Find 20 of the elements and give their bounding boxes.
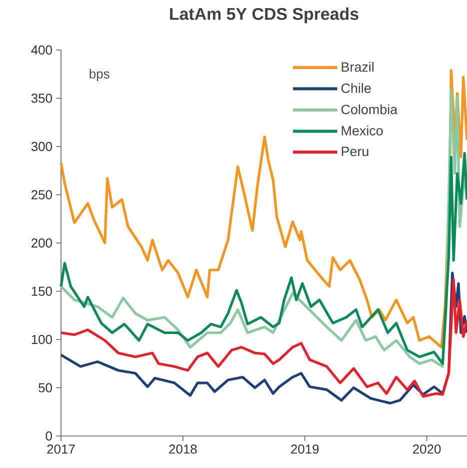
legend-label: Colombia [341, 104, 398, 114]
legend-label: Mexico [342, 126, 383, 136]
y-tick-label: 50 [38, 383, 52, 392]
y-tick-label: 300 [31, 142, 52, 152]
x-tick-label: 2019 [291, 444, 319, 454]
y-tick-label: 150 [32, 286, 52, 296]
chart-title: LatAm 5Y CDS Spreads [170, 8, 358, 24]
annotation: bps [90, 68, 110, 82]
x-tick-label: 2017 [47, 444, 75, 454]
y-tick-label: 0 [46, 431, 52, 441]
x-tick-label: 2018 [169, 444, 197, 454]
y-tick-label: 200 [32, 238, 52, 248]
y-tick-label: 400 [31, 45, 52, 55]
y-tick-label: 350 [31, 94, 52, 103]
y-tick-label: 250 [32, 190, 52, 200]
legend-label: Chile [341, 83, 371, 93]
legend-label: Peru [342, 146, 368, 156]
x-tick-label: 2020 [413, 444, 441, 454]
y-tick-label: 100 [32, 334, 52, 344]
legend-label: Brazil [342, 62, 374, 72]
